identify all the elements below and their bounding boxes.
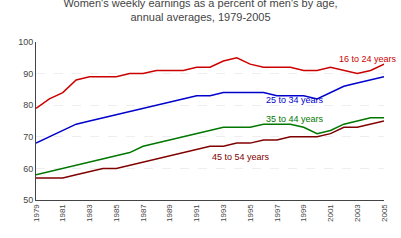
svg-text:1997: 1997 [273, 204, 282, 222]
svg-text:1983: 1983 [85, 204, 94, 222]
svg-text:2001: 2001 [326, 204, 335, 222]
svg-text:1989: 1989 [165, 204, 174, 222]
svg-text:100: 100 [18, 37, 33, 47]
svg-text:1979: 1979 [32, 204, 41, 222]
svg-text:1985: 1985 [112, 204, 121, 222]
svg-text:70: 70 [23, 132, 33, 142]
svg-text:1987: 1987 [139, 204, 148, 222]
svg-text:25 to 34 years: 25 to 34 years [266, 95, 324, 105]
svg-text:35 to 44 years: 35 to 44 years [266, 114, 324, 124]
svg-text:1991: 1991 [192, 204, 201, 222]
svg-text:60: 60 [23, 164, 33, 174]
svg-text:80: 80 [23, 100, 33, 110]
svg-text:1999: 1999 [299, 204, 308, 222]
svg-text:1995: 1995 [246, 204, 255, 222]
svg-text:90: 90 [23, 69, 33, 79]
svg-text:1993: 1993 [219, 204, 228, 222]
svg-text:2003: 2003 [353, 204, 362, 222]
svg-text:50: 50 [23, 195, 33, 205]
svg-text:1981: 1981 [58, 204, 67, 222]
svg-text:16 to 24 years: 16 to 24 years [339, 54, 397, 64]
svg-text:Women's weekly earnings as a p: Women's weekly earnings as a percent of … [63, 0, 337, 23]
svg-text:2005: 2005 [380, 204, 389, 222]
svg-text:45 to 54 years: 45 to 54 years [212, 152, 270, 162]
